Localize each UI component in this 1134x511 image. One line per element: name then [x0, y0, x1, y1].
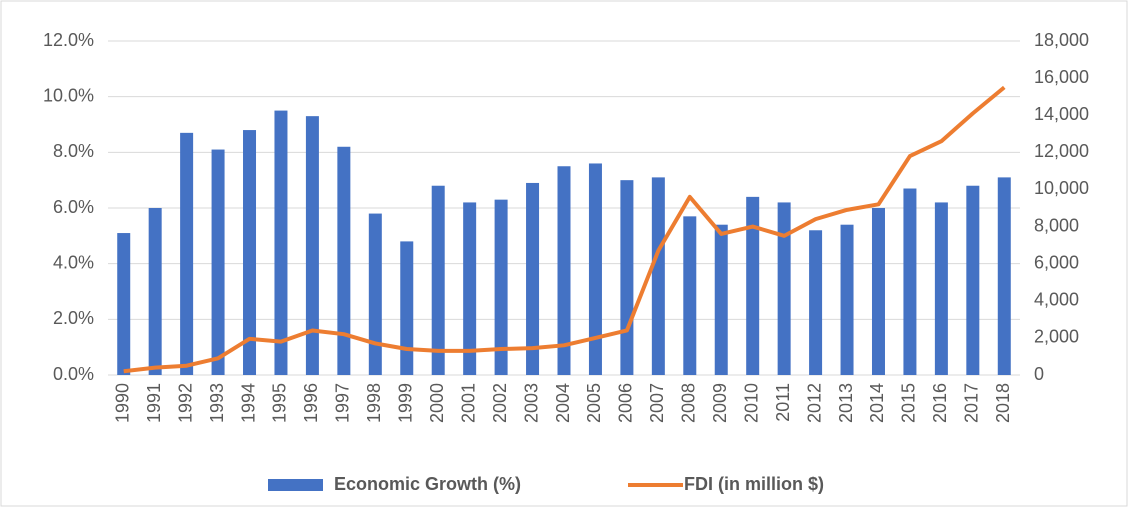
- y2-tick-label: 18,000: [1034, 30, 1089, 50]
- x-tick-label: 2007: [647, 383, 667, 423]
- x-tick-label: 2004: [553, 383, 573, 423]
- x-tick-label: 2008: [679, 383, 699, 423]
- legend-label: Economic Growth (%): [334, 474, 521, 494]
- x-tick-label: 1996: [301, 383, 321, 423]
- x-tick-label: 2018: [993, 383, 1013, 423]
- y-tick-label: 12.0%: [43, 30, 94, 50]
- bar: [400, 241, 414, 375]
- x-tick-label: 1999: [396, 383, 416, 423]
- y2-tick-label: 12,000: [1034, 141, 1089, 161]
- bar: [620, 180, 634, 375]
- y2-tick-label: 14,000: [1034, 104, 1089, 124]
- x-tick-label: 1991: [144, 383, 164, 423]
- bar: [588, 163, 602, 375]
- x-tick-label: 2002: [490, 383, 510, 423]
- y2-tick-label: 0: [1034, 364, 1044, 384]
- bar: [368, 213, 382, 375]
- x-tick-label: 2011: [773, 383, 793, 422]
- bar: [526, 182, 540, 375]
- y-tick-label: 6.0%: [53, 197, 94, 217]
- bar: [871, 208, 885, 375]
- y-tick-label: 2.0%: [53, 308, 94, 328]
- bar: [463, 202, 477, 375]
- bar: [274, 110, 288, 375]
- bar: [966, 185, 980, 375]
- x-tick-label: 2000: [427, 383, 447, 423]
- x-tick-label: 2015: [899, 383, 919, 423]
- x-tick-label: 2006: [616, 383, 636, 423]
- bar: [903, 188, 917, 375]
- y-tick-label: 4.0%: [53, 252, 94, 272]
- bar: [809, 230, 823, 375]
- bar: [180, 132, 194, 375]
- bar: [934, 202, 948, 375]
- y-tick-label: 10.0%: [43, 85, 94, 105]
- x-tick-label: 2012: [804, 383, 824, 423]
- x-tick-label: 2014: [867, 383, 887, 423]
- y-tick-label: 8.0%: [53, 141, 94, 161]
- bar: [305, 116, 319, 376]
- bar: [777, 202, 791, 375]
- x-tick-label: 1993: [207, 383, 227, 423]
- x-tick-label: 1998: [364, 383, 384, 423]
- legend-swatch: [268, 479, 323, 491]
- bar: [337, 146, 351, 375]
- y2-tick-label: 4,000: [1034, 290, 1079, 310]
- legend-label: FDI (in million $): [684, 474, 824, 494]
- bar: [997, 177, 1011, 375]
- bar: [431, 185, 445, 375]
- bar: [746, 196, 760, 375]
- bar: [494, 199, 508, 375]
- y2-tick-label: 10,000: [1034, 178, 1089, 198]
- bar: [211, 149, 225, 375]
- y2-tick-label: 6,000: [1034, 252, 1079, 272]
- y-tick-label: 0.0%: [53, 364, 94, 384]
- line: [123, 85, 1006, 374]
- y2-tick-label: 2,000: [1034, 327, 1079, 347]
- x-tick-label: 2003: [521, 383, 541, 423]
- x-tick-label: 2010: [741, 383, 761, 423]
- bar: [557, 166, 571, 375]
- bar: [148, 208, 162, 375]
- bar: [243, 130, 257, 375]
- x-tick-label: 2016: [930, 383, 950, 423]
- bar: [714, 224, 728, 375]
- bar: [651, 177, 665, 375]
- x-tick-label: 1990: [112, 383, 132, 423]
- bar: [840, 224, 854, 375]
- x-tick-label: 1995: [270, 383, 290, 423]
- bar: [117, 233, 131, 375]
- y2-tick-label: 8,000: [1034, 215, 1079, 235]
- x-tick-label: 1992: [175, 383, 195, 423]
- x-tick-label: 1994: [238, 383, 258, 423]
- bar: [683, 216, 697, 375]
- x-tick-label: 2017: [962, 383, 982, 423]
- x-tick-label: 2009: [710, 383, 730, 423]
- y2-tick-label: 16,000: [1034, 67, 1089, 87]
- x-tick-label: 1997: [333, 383, 353, 423]
- x-tick-label: 2005: [584, 383, 604, 423]
- x-tick-label: 2013: [836, 383, 856, 423]
- x-tick-label: 2001: [458, 383, 478, 423]
